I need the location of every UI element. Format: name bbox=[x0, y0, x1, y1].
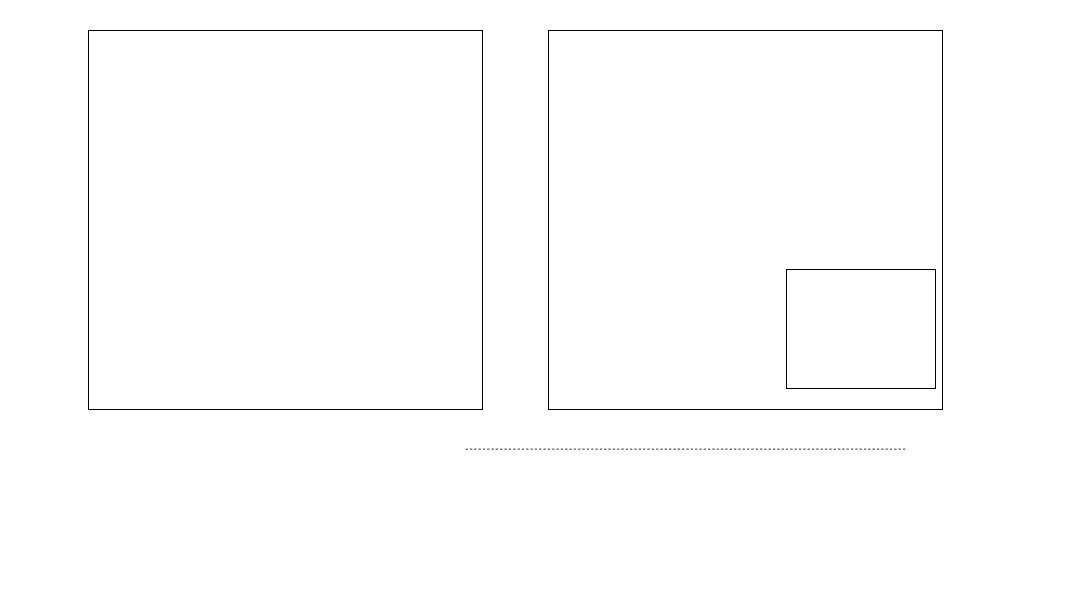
scatter-inset bbox=[786, 269, 936, 389]
stats-title-wrap: ----------------------------------------… bbox=[465, 444, 907, 455]
occur-panel bbox=[60, 442, 230, 456]
total-panel bbox=[60, 512, 230, 514]
map2-panel bbox=[548, 30, 943, 410]
scatter-svg bbox=[787, 270, 937, 390]
map1-svg bbox=[89, 31, 482, 409]
map1-panel bbox=[88, 30, 483, 410]
